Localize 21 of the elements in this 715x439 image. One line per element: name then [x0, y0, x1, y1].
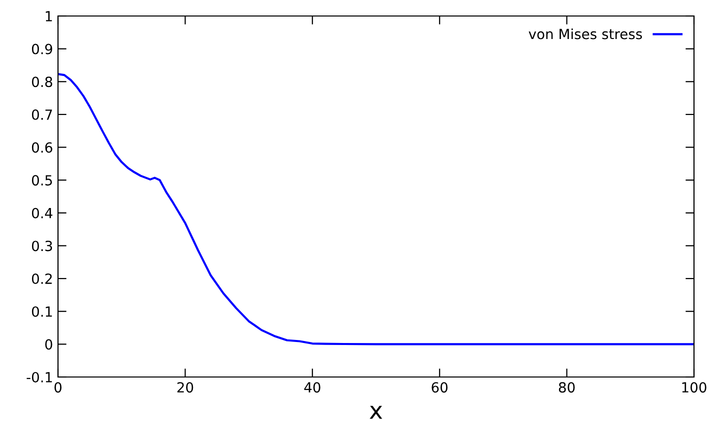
x-tick-label: 40 — [304, 382, 320, 393]
y-tick-label: 0.3 — [32, 240, 52, 252]
y-tick-label: 0.5 — [32, 175, 52, 186]
y-tick-label: 0.4 — [32, 208, 52, 218]
y-tick-label: 0 — [45, 339, 52, 350]
y-tick-label: -0.1 — [26, 372, 52, 382]
y-tick-label: 1 — [46, 11, 52, 22]
x-tick-label: 60 — [432, 382, 448, 393]
x-tick-label: 100 — [682, 382, 706, 393]
y-tick-label: 0.6 — [32, 142, 52, 153]
y-tick-label: 0.2 — [32, 274, 52, 284]
legend-label: von Mises stress — [528, 28, 642, 40]
y-tick-label: 0.9 — [32, 44, 52, 54]
y-tick-label: 0.7 — [32, 109, 52, 120]
y-tick-label: 0.8 — [32, 76, 52, 88]
x-axis-title: x — [370, 406, 382, 419]
y-tick-label: 0.1 — [32, 306, 52, 317]
x-tick-label: 20 — [177, 382, 194, 393]
line-series — [58, 73, 694, 346]
x-tick-label: 0 — [54, 382, 62, 393]
x-tick-label: 80 — [558, 382, 575, 393]
